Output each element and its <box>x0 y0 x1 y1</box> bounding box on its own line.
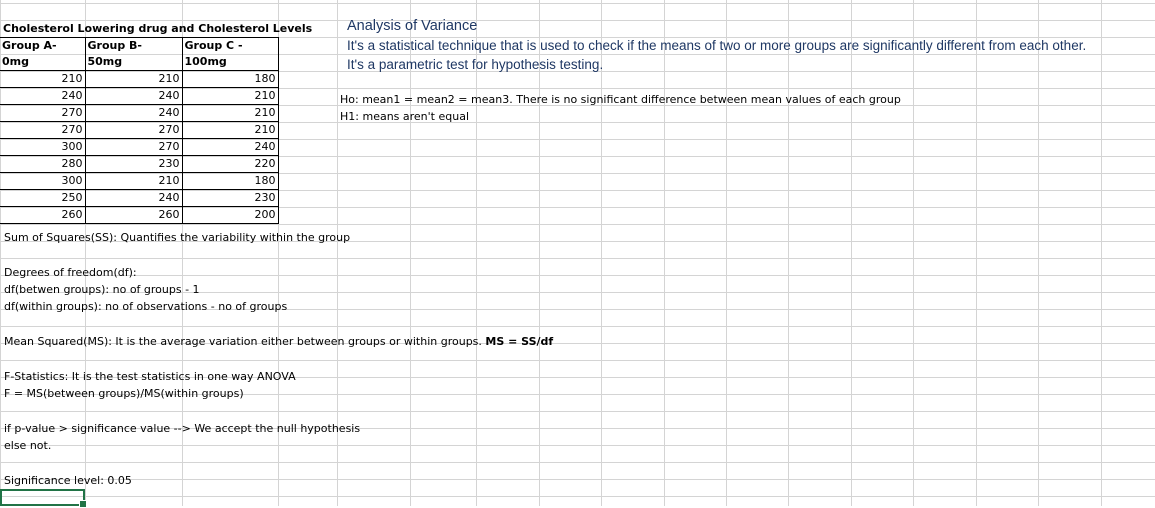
mean-squared-text: Mean Squared(MS): It is the average vari… <box>4 335 482 348</box>
table-row: 210 210 180 <box>0 70 279 88</box>
df-within-note[interactable]: df(within groups): no of observations - … <box>4 300 288 313</box>
table-row: 270 270 210 <box>0 121 279 139</box>
else-note[interactable]: else not. <box>4 439 52 452</box>
header-group-c[interactable]: Group C - 100mg <box>182 37 279 71</box>
table-cell[interactable]: 180 <box>182 172 279 190</box>
alternate-hypothesis[interactable]: H1: means aren't equal <box>340 110 470 123</box>
table-cell[interactable]: 210 <box>85 70 183 88</box>
header-group-b[interactable]: Group B- 50mg <box>85 37 183 71</box>
table-cell[interactable]: 220 <box>182 155 279 173</box>
anova-description-2[interactable]: It's a parametric test for hypothesis te… <box>347 57 604 72</box>
fill-handle[interactable] <box>79 500 87 508</box>
table-row: 260 260 200 <box>0 206 279 224</box>
header-group-a[interactable]: Group A-0mg <box>0 37 86 71</box>
table-cell[interactable]: 200 <box>182 206 279 224</box>
table-row: 240 240 210 <box>0 87 279 105</box>
table-cell[interactable]: 180 <box>182 70 279 88</box>
selected-cell[interactable] <box>0 489 87 508</box>
table-row: 300 270 240 <box>0 138 279 156</box>
table-cell[interactable]: 250 <box>0 189 86 207</box>
table-cell[interactable]: 240 <box>85 189 183 207</box>
table-cell[interactable]: 270 <box>85 138 183 156</box>
table-title[interactable]: Cholesterol Lowering drug and Cholestero… <box>3 22 313 35</box>
table-cell[interactable]: 240 <box>182 138 279 156</box>
mean-squared-note[interactable]: Mean Squared(MS): It is the average vari… <box>4 334 553 349</box>
anova-description-1[interactable]: It's a statistical technique that is use… <box>347 38 1087 53</box>
table-row: 280 230 220 <box>0 155 279 173</box>
table-header-row: Group A-0mg Group B- 50mg Group C - 100m… <box>0 37 279 71</box>
mean-squared-formula: MS = SS/df <box>485 335 554 348</box>
sum-of-squares-note[interactable]: Sum of Squares(SS): Quantifies the varia… <box>4 231 351 244</box>
df-title[interactable]: Degrees of freedom(df): <box>4 266 137 279</box>
null-hypothesis[interactable]: Ho: mean1 = mean2 = mean3. There is no s… <box>340 93 901 106</box>
f-formula[interactable]: F = MS(between groups)/MS(within groups) <box>4 387 244 400</box>
table-cell[interactable]: 210 <box>85 172 183 190</box>
table-cell[interactable]: 210 <box>182 104 279 122</box>
table-cell[interactable]: 280 <box>0 155 86 173</box>
table-row: 300 210 180 <box>0 172 279 190</box>
f-statistics-note[interactable]: F-Statistics: It is the test statistics … <box>4 370 296 383</box>
table-cell[interactable]: 270 <box>0 104 86 122</box>
table-row: 270 240 210 <box>0 104 279 122</box>
p-value-rule[interactable]: if p-value > significance value --> We a… <box>4 422 361 435</box>
table-cell[interactable]: 270 <box>0 121 86 139</box>
table-cell[interactable]: 230 <box>85 155 183 173</box>
table-cell[interactable]: 240 <box>85 87 183 105</box>
table-cell[interactable]: 240 <box>0 87 86 105</box>
significance-level[interactable]: Significance level: 0.05 <box>4 474 132 487</box>
table-cell[interactable]: 300 <box>0 172 86 190</box>
df-between-note[interactable]: df(betwen groups): no of groups - 1 <box>4 283 200 296</box>
table-cell[interactable]: 260 <box>85 206 183 224</box>
table-cell[interactable]: 300 <box>0 138 86 156</box>
table-cell[interactable]: 270 <box>85 121 183 139</box>
anova-title[interactable]: Analysis of Variance <box>347 18 478 34</box>
table-cell[interactable]: 210 <box>182 87 279 105</box>
table-cell[interactable]: 240 <box>85 104 183 122</box>
table-cell[interactable]: 210 <box>0 70 86 88</box>
table-cell[interactable]: 210 <box>182 121 279 139</box>
table-cell[interactable]: 230 <box>182 189 279 207</box>
table-row: 250 240 230 <box>0 189 279 207</box>
cholesterol-data-table: Group A-0mg Group B- 50mg Group C - 100m… <box>0 37 279 224</box>
table-cell[interactable]: 260 <box>0 206 86 224</box>
